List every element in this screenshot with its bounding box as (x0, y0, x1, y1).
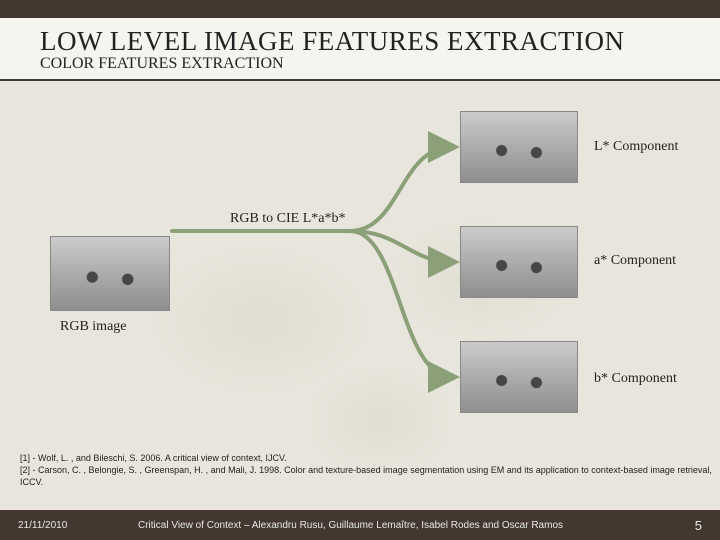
footer-title: Critical View of Context – Alexandru Rus… (128, 520, 672, 531)
slide-subtitle: COLOR FEATURES EXTRACTION (40, 55, 680, 73)
source-image-label: RGB image (60, 319, 127, 335)
reference-1: [1] - Wolf, L. , and Bileschi, S. 2006. … (20, 452, 720, 464)
b-component-label: b* Component (594, 371, 677, 387)
footer-bar: 21/11/2010 Critical View of Context – Al… (0, 510, 720, 540)
b-component-image (460, 341, 578, 413)
references: [1] - Wolf, L. , and Bileschi, S. 2006. … (20, 452, 720, 488)
l-component-image (460, 111, 578, 183)
diagram-area: RGB image RGB to CIE L*a*b* L* Component… (0, 81, 720, 441)
conversion-label: RGB to CIE L*a*b* (230, 211, 346, 227)
footer-date: 21/11/2010 (18, 520, 128, 531)
source-image (50, 236, 170, 311)
a-component-image (460, 226, 578, 298)
slide-header: LOW LEVEL IMAGE FEATURES EXTRACTION COLO… (0, 18, 720, 81)
slide-title: LOW LEVEL IMAGE FEATURES EXTRACTION (40, 26, 680, 57)
footer-page-number: 5 (672, 518, 702, 533)
l-component-label: L* Component (594, 139, 678, 155)
top-bar (0, 0, 720, 18)
reference-2: [2] - Carson, C. , Belongie, S. , Greens… (20, 464, 720, 488)
a-component-label: a* Component (594, 253, 676, 269)
